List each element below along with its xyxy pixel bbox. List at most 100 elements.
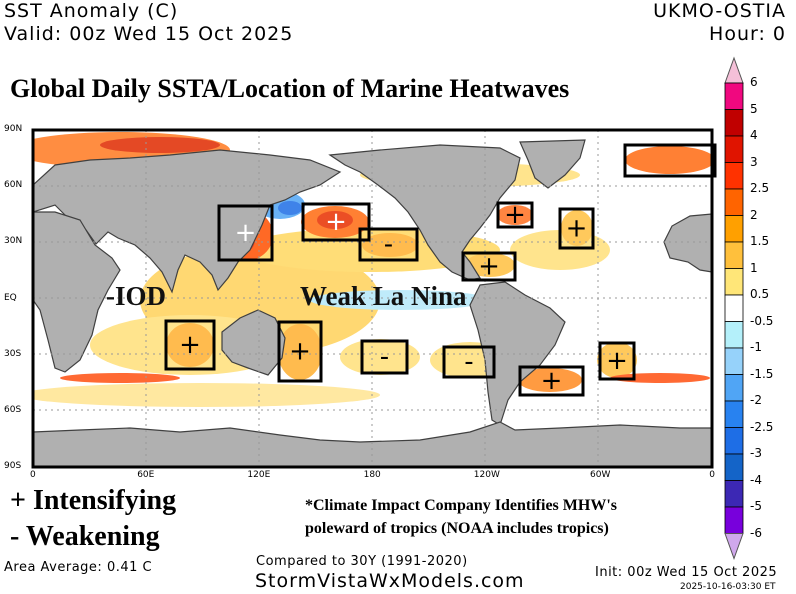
heatwave-sign: + xyxy=(606,346,628,376)
note-line-1: *Climate Impact Company Identifies MHW's xyxy=(305,497,617,514)
colorbar-label: -5 xyxy=(750,499,762,513)
colorbar-band xyxy=(724,374,744,402)
data-source: UKMO-OSTIA xyxy=(653,0,786,22)
colorbar-label: 2.5 xyxy=(750,181,770,195)
colorbar-band xyxy=(724,162,744,190)
colorbar-band xyxy=(724,480,744,508)
init-time: Init: 00z Wed 15 Oct 2025 xyxy=(595,565,778,580)
colorbar-band xyxy=(724,294,744,322)
heatwave-sign: + xyxy=(325,207,347,237)
lon-label: 180 xyxy=(363,470,381,480)
heatwave-sign: + xyxy=(566,214,588,244)
heatwave-sign: + xyxy=(179,330,201,360)
colorbar-band xyxy=(724,506,744,534)
heatwave-box-southeast-atlantic: + xyxy=(598,341,636,381)
heatwave-sign: - xyxy=(384,230,393,260)
heatwave-box-north-pacific: + xyxy=(301,202,371,242)
generated-time: 2025-10-16-03:30 ET xyxy=(680,582,776,592)
forecast-hour: Hour: 0 xyxy=(709,23,786,45)
colorbar-band xyxy=(724,453,744,481)
lat-label: 30N xyxy=(4,236,23,247)
greenland xyxy=(519,139,586,189)
colorbar-band xyxy=(724,347,744,375)
heatwave-box-caribbean: + xyxy=(461,251,517,282)
heatwave-sign: + xyxy=(235,218,257,248)
colorbar-band xyxy=(724,82,744,110)
lon-label: 60E xyxy=(137,470,155,480)
lon-label: 0 xyxy=(709,470,715,480)
heatwave-box-japan: + xyxy=(217,204,274,262)
note-line-2: poleward of tropics (NOAA includes tropi… xyxy=(305,520,609,537)
africa-east xyxy=(663,213,712,273)
heatwave-sign: + xyxy=(289,337,311,367)
legend-weakening: - Weakening xyxy=(10,521,160,552)
heatwave-box-barents-sea xyxy=(623,143,717,178)
site-name: StormVistaWxModels.com xyxy=(255,570,525,592)
colorbar-label: 6 xyxy=(750,75,758,89)
lat-label: 60N xyxy=(4,180,23,191)
colorbar-band xyxy=(724,321,744,349)
africa-west xyxy=(33,211,121,373)
heatwave-box-northwest-atlantic: + xyxy=(496,200,534,230)
lat-label: 90N xyxy=(4,124,23,134)
area-average: Area Average: 0.41 C xyxy=(4,560,153,575)
lon-label: 60W xyxy=(590,470,611,480)
eurasia xyxy=(33,149,342,294)
map-frame xyxy=(31,128,714,469)
north-america xyxy=(328,144,521,281)
iod-annotation: -IOD xyxy=(106,281,166,311)
valid-time: Valid: 00z Wed 15 Oct 2025 xyxy=(4,23,294,45)
colorbar-bottom-arrow xyxy=(724,533,744,560)
colorbar-label: 0.5 xyxy=(750,287,770,301)
colorbar-band xyxy=(724,400,744,428)
heatwave-sign: - xyxy=(464,347,473,377)
lat-label: 30S xyxy=(4,348,22,359)
colorbar-label: -6 xyxy=(750,525,762,540)
heatwave-box-northeast-pacific: - xyxy=(358,227,419,262)
land-masses xyxy=(33,139,712,467)
heatwave-box-north-atlantic: + xyxy=(558,207,595,250)
variable-label: SST Anomaly (C) xyxy=(4,0,179,22)
colorbar-band xyxy=(724,427,744,455)
colorbar-label: -1 xyxy=(750,340,762,354)
lon-label: 120W xyxy=(473,470,500,480)
heatwave-sign: + xyxy=(541,366,563,396)
colorbar-band xyxy=(724,188,744,216)
colorbar-label: -0.5 xyxy=(750,313,774,328)
colorbar-label: 1 xyxy=(750,260,758,275)
colorbar-label: -2 xyxy=(750,393,762,407)
heatwave-sign: - xyxy=(380,342,389,372)
lat-label: 90S xyxy=(4,461,22,472)
colorbar-label: -4 xyxy=(750,472,762,487)
colorbar-band xyxy=(724,268,744,296)
legend-intensifying: + Intensifying xyxy=(10,485,177,516)
colorbar-label: 3 xyxy=(750,154,758,169)
colorbar-label: 1.5 xyxy=(750,234,770,248)
colorbar-band xyxy=(724,241,744,269)
heatwave-box-south-pacific-west: - xyxy=(360,339,409,375)
colorbar-label: -2.5 xyxy=(750,419,774,434)
lat-label: 60S xyxy=(4,405,22,415)
page-title: Global Daily SSTA/Location of Marine Hea… xyxy=(10,74,570,103)
colorbar-band xyxy=(724,215,744,243)
climatology-period: Compared to 30Y (1991-2020) xyxy=(256,554,468,569)
colorbar-band xyxy=(724,109,744,137)
colorbar-label: 5 xyxy=(750,101,758,116)
antarctica xyxy=(33,421,712,467)
lon-label: 120E xyxy=(247,470,271,480)
lon-label: 0 xyxy=(30,470,36,480)
australia xyxy=(221,309,286,376)
heatwave-boxes: + +-+ +++ + - -++ xyxy=(164,143,717,397)
colorbar-label: 4 xyxy=(750,128,758,142)
heatwave-box-south-pacific-east: - xyxy=(442,345,496,379)
colorbar-label: 2 xyxy=(750,207,758,222)
heatwave-box-tasman-sea: + xyxy=(277,320,323,383)
heatwave-sign: + xyxy=(478,252,500,282)
colorbar-band xyxy=(724,135,744,163)
heatwave-sign: + xyxy=(504,200,526,230)
colorbar-top-arrow xyxy=(724,56,744,84)
colorbar-label: -3 xyxy=(750,446,762,460)
colorbar xyxy=(724,56,744,560)
